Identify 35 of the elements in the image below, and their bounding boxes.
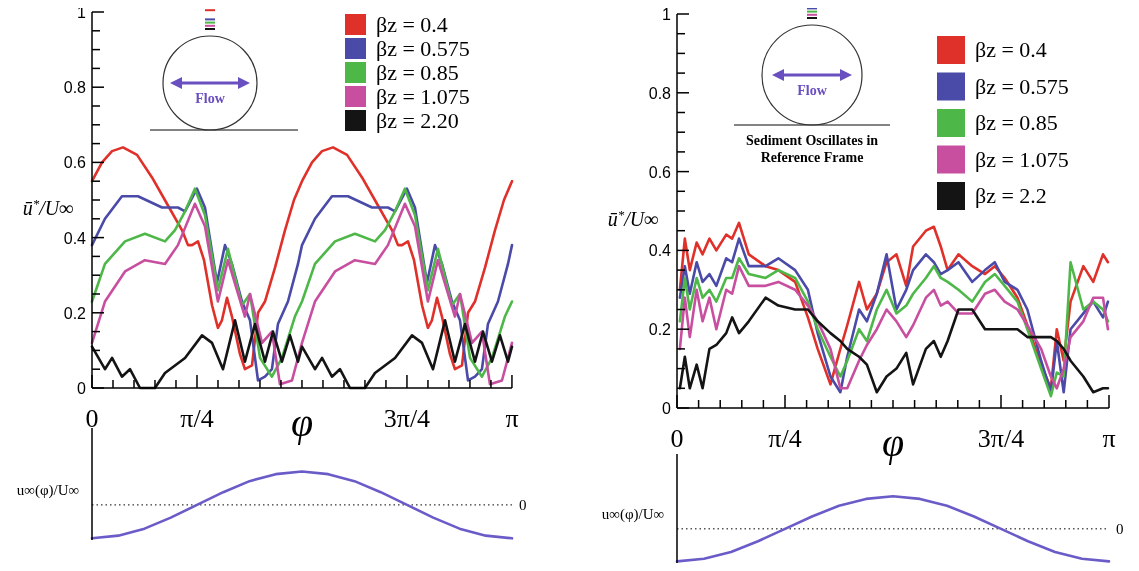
y-tick-label: 0.8 [63, 79, 87, 97]
y-tick-label: 0.2 [63, 304, 87, 322]
y-axis-title: u∞(φ)/U∞ [16, 481, 80, 499]
legend-label: βz = 2.2 [975, 183, 1047, 208]
y-axis-title: ū$^{*}$/U∞ [607, 206, 659, 230]
y-tick-label: 1 [662, 6, 672, 23]
x-tick-label: π [505, 404, 519, 434]
legend-label: βz = 0.4 [376, 11, 448, 37]
ref-line-label: 0 [519, 496, 527, 513]
legend-label: βz = 1.075 [975, 146, 1069, 172]
x-tick-label: π/4 [768, 424, 802, 454]
y-tick-label: 0.2 [648, 321, 672, 339]
line-series [678, 296, 1110, 394]
y-tick-label: 0.4 [648, 242, 672, 260]
annotation: Sediment Oscillates in Reference Frame [745, 133, 879, 165]
x-tick-label: π [1102, 424, 1116, 454]
legend-label: βz = 0.4 [975, 37, 1047, 62]
x-tick-label: 3π/4 [977, 424, 1025, 454]
y-axis-title: ū$^{*}$/U∞ [22, 195, 74, 219]
x-axis-title: φ [881, 420, 905, 465]
x-tick-label: π/4 [180, 404, 214, 434]
line-series [90, 146, 514, 371]
annotation: Flow [797, 83, 828, 98]
annotation: Flow [195, 91, 226, 106]
y-tick-label: 0 [77, 380, 87, 397]
y-axis-title: u∞(φ)/U∞ [601, 506, 665, 524]
legend-label: βz = 0.575 [975, 73, 1069, 99]
y-tick-label: 0.6 [63, 154, 87, 172]
legend-label: βz = 0.85 [975, 110, 1058, 135]
y-tick-label: 0.6 [648, 163, 672, 181]
x-axis-title: φ [290, 400, 314, 445]
y-tick-label: 0.4 [63, 229, 87, 247]
x-tick-label: 3π/4 [383, 404, 431, 434]
ref-line-label: 0 [1116, 520, 1124, 537]
y-tick-label: 0.8 [648, 84, 672, 102]
